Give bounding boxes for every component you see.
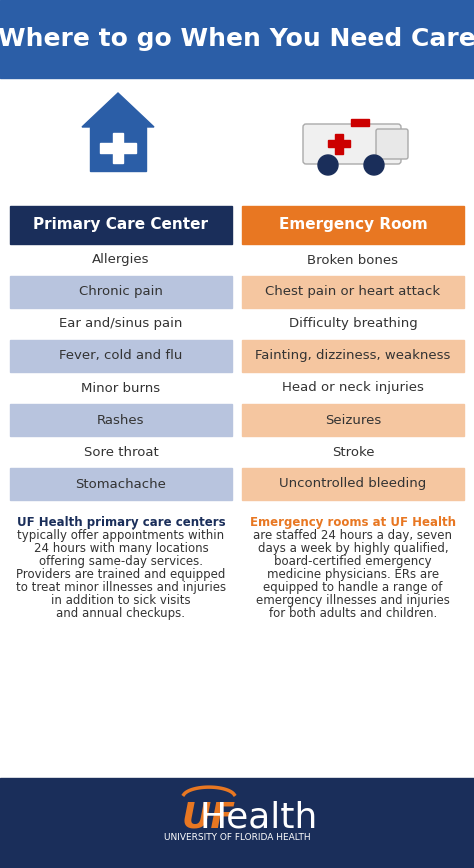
Text: emergency illnesses and injuries: emergency illnesses and injuries (256, 594, 450, 607)
Text: Allergies: Allergies (92, 253, 150, 266)
Text: Stroke: Stroke (332, 445, 374, 458)
Text: UF: UF (182, 800, 236, 834)
Bar (10, 206, 232, 244)
Text: Seizures: Seizures (325, 413, 381, 426)
Text: to treat minor illnesses and injuries: to treat minor illnesses and injuries (16, 581, 226, 594)
Text: for both adults and children.: for both adults and children. (269, 607, 437, 620)
Circle shape (318, 155, 338, 175)
Text: Rashes: Rashes (97, 413, 145, 426)
Text: Fainting, dizziness, weakness: Fainting, dizziness, weakness (255, 350, 451, 363)
Text: and annual checkups.: and annual checkups. (56, 607, 185, 620)
Text: UF Health primary care centers: UF Health primary care centers (17, 516, 225, 529)
Text: Minor burns: Minor burns (82, 382, 161, 394)
FancyBboxPatch shape (376, 129, 408, 159)
Text: board-certified emergency: board-certified emergency (274, 555, 432, 568)
Bar (0, 0, 474, 78)
Text: 24 hours with many locations: 24 hours with many locations (34, 542, 209, 555)
Bar (10, 340, 232, 372)
Text: offering same-day services.: offering same-day services. (39, 555, 203, 568)
Circle shape (364, 155, 384, 175)
Text: Ear and/sinus pain: Ear and/sinus pain (59, 318, 182, 331)
Text: Where to go When You Need Care: Where to go When You Need Care (0, 27, 474, 51)
Text: UNIVERSITY OF FLORIDA HEALTH: UNIVERSITY OF FLORIDA HEALTH (164, 832, 310, 841)
Text: Stomachache: Stomachache (75, 477, 166, 490)
Text: Chronic pain: Chronic pain (79, 286, 163, 299)
Bar (10, 468, 232, 500)
Text: Health: Health (200, 800, 318, 834)
Text: Broken bones: Broken bones (308, 253, 399, 266)
Text: Difficulty breathing: Difficulty breathing (289, 318, 418, 331)
Bar (90, 127, 146, 171)
Bar (10, 404, 232, 436)
Text: typically offer appointments within: typically offer appointments within (18, 529, 225, 542)
Text: medicine physicians. ERs are: medicine physicians. ERs are (267, 568, 439, 581)
Bar (351, 119, 369, 126)
Text: equipped to handle a range of: equipped to handle a range of (264, 581, 443, 594)
Text: Emergency rooms at UF Health: Emergency rooms at UF Health (250, 516, 456, 529)
Text: in addition to sick visits: in addition to sick visits (51, 594, 191, 607)
Text: Emergency Room: Emergency Room (279, 218, 428, 233)
Bar (328, 140, 350, 147)
Bar (242, 340, 464, 372)
Text: Head or neck injuries: Head or neck injuries (282, 382, 424, 394)
Bar (100, 143, 136, 153)
Bar (10, 276, 232, 308)
Text: Providers are trained and equipped: Providers are trained and equipped (16, 568, 226, 581)
Bar (335, 134, 343, 154)
Text: are staffed 24 hours a day, seven: are staffed 24 hours a day, seven (254, 529, 453, 542)
Text: Primary Care Center: Primary Care Center (34, 218, 209, 233)
Bar (242, 468, 464, 500)
Text: Fever, cold and flu: Fever, cold and flu (59, 350, 182, 363)
Text: Chest pain or heart attack: Chest pain or heart attack (265, 286, 440, 299)
Bar (242, 276, 464, 308)
Polygon shape (82, 93, 154, 127)
Bar (0, 778, 474, 868)
Text: Uncontrolled bleeding: Uncontrolled bleeding (279, 477, 427, 490)
Bar (242, 404, 464, 436)
Text: days a week by highly qualified,: days a week by highly qualified, (258, 542, 448, 555)
Bar (113, 133, 123, 163)
FancyBboxPatch shape (303, 124, 401, 164)
Bar (242, 206, 464, 244)
Text: Sore throat: Sore throat (83, 445, 158, 458)
